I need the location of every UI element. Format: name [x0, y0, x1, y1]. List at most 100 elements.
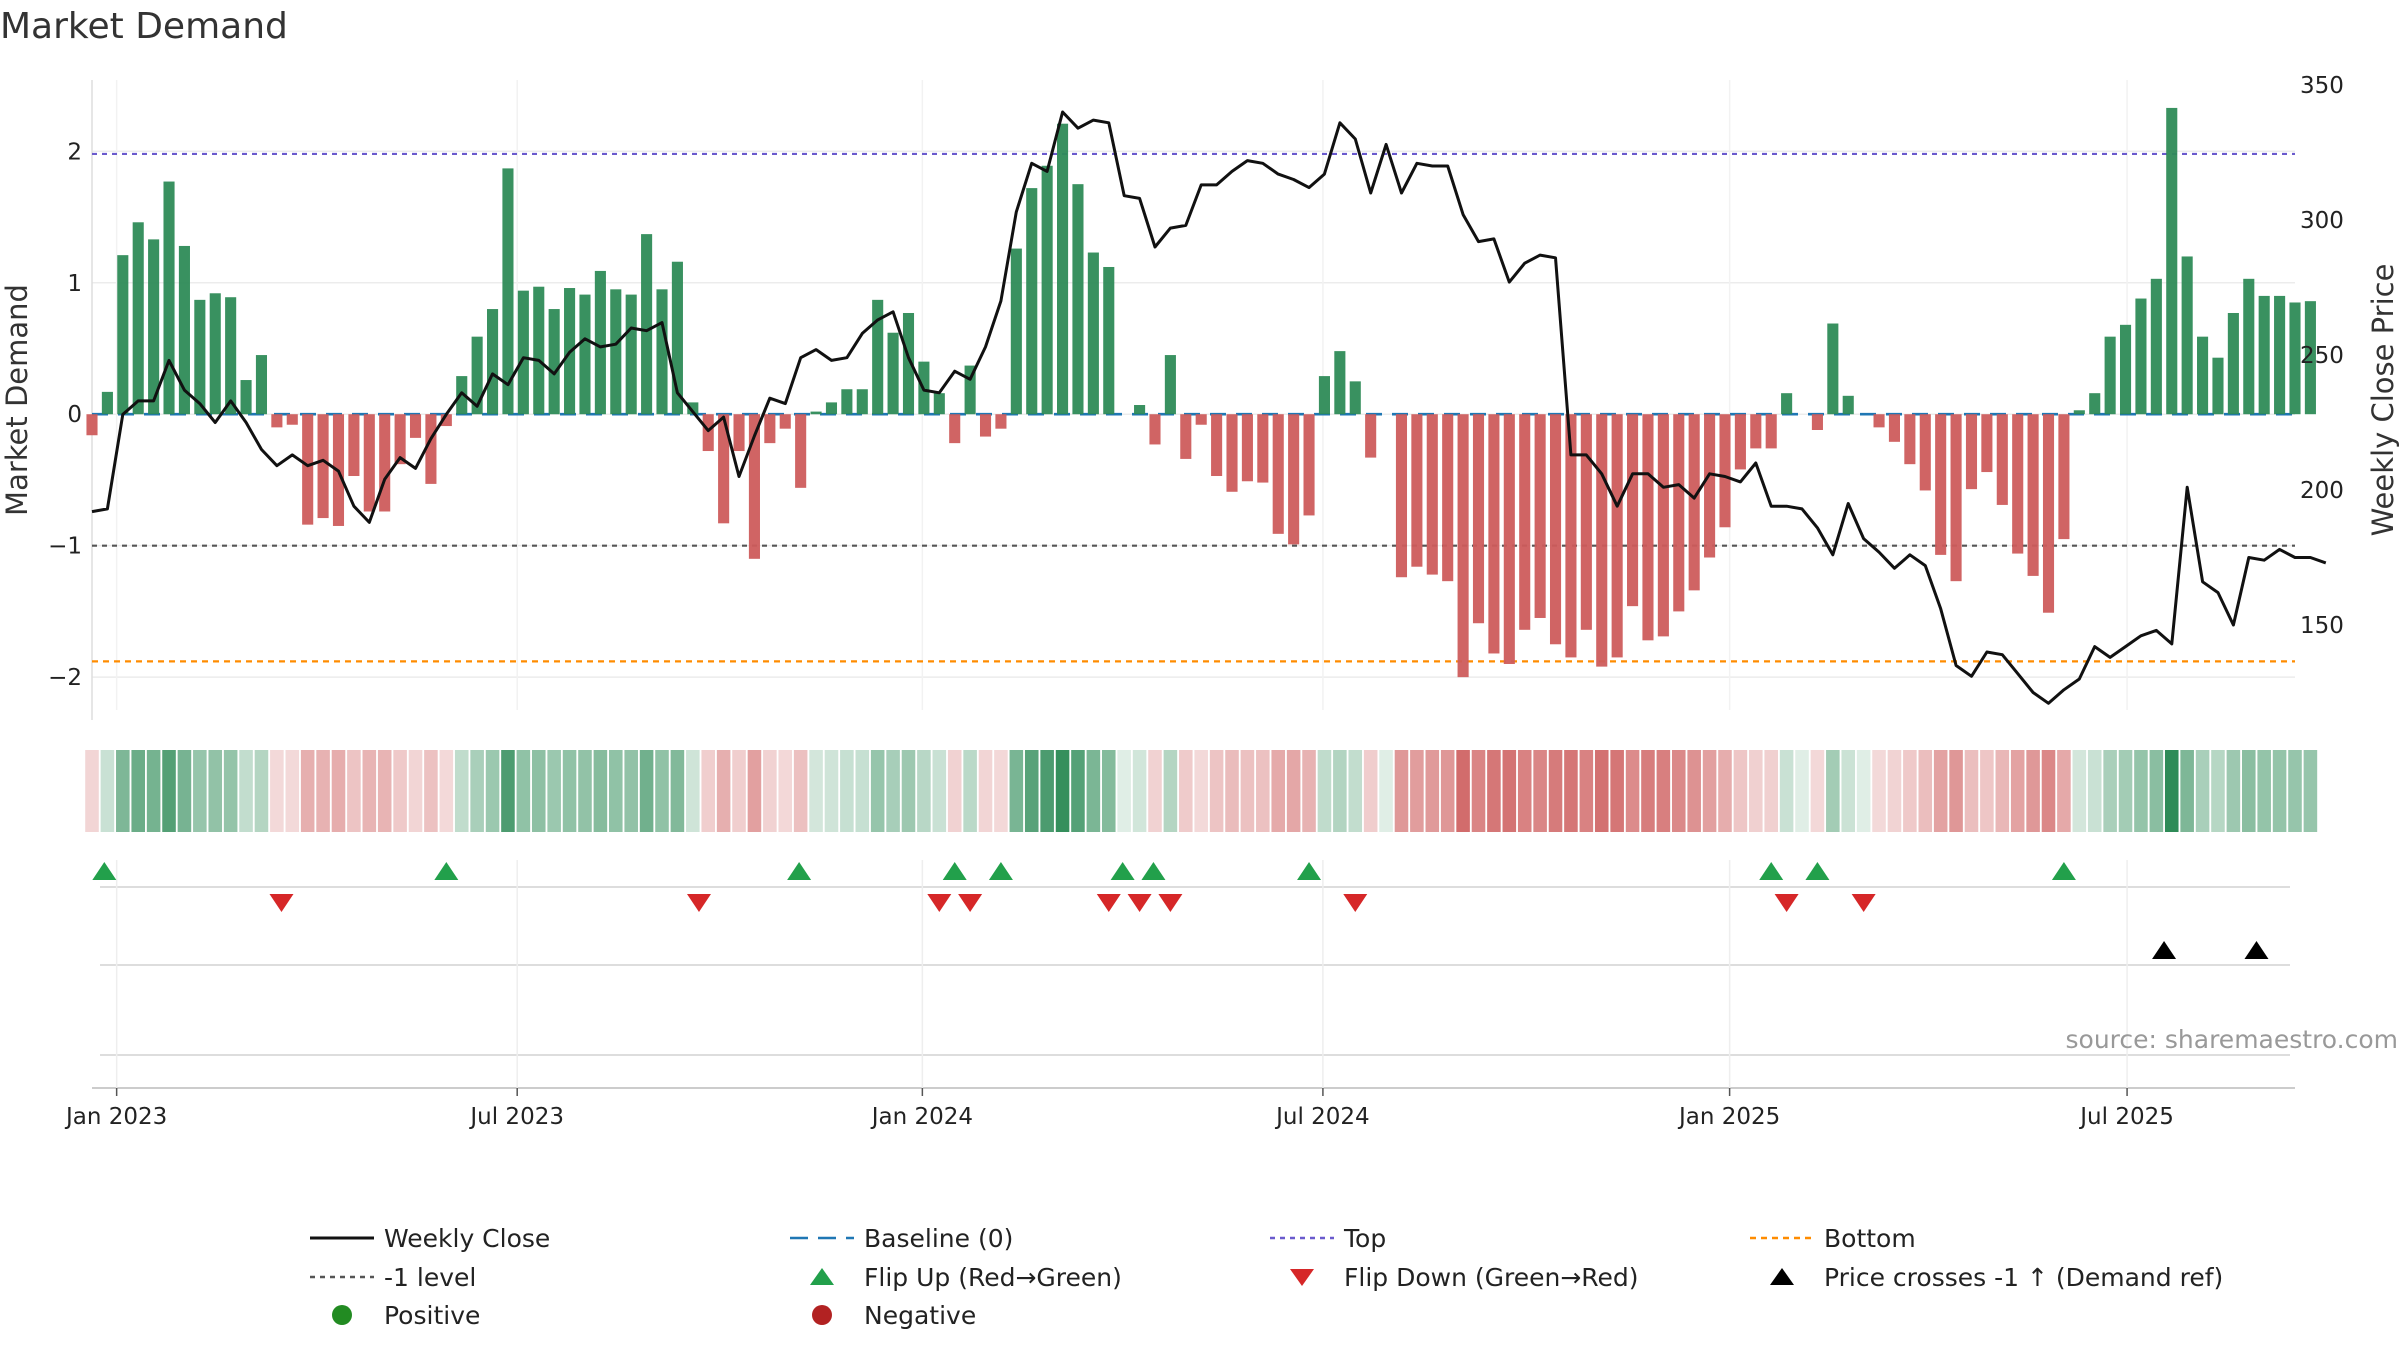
demand-bar	[1026, 188, 1038, 415]
legend-swatch	[1290, 1269, 1314, 1286]
demand-bar	[1565, 414, 1577, 658]
demand-bar	[1057, 123, 1069, 415]
demand-bar	[1519, 414, 1531, 630]
heat-cell	[1009, 750, 1024, 832]
demand-bar	[1334, 351, 1346, 415]
legend-label: Top	[1343, 1224, 1386, 1253]
heat-cell	[1194, 750, 1208, 832]
y2-tick-label: 150	[2300, 613, 2344, 639]
demand-bar	[1226, 414, 1238, 492]
demand-bar	[1041, 165, 1053, 415]
demand-bar	[117, 255, 129, 415]
flip-down-marker	[1158, 894, 1183, 912]
heat-cell	[1440, 750, 1455, 832]
flip-down-marker	[1096, 894, 1121, 912]
legend-swatch	[332, 1305, 352, 1325]
heat-cell	[1333, 750, 1347, 832]
demand-bar	[2227, 312, 2239, 415]
demand-bar	[1488, 414, 1500, 654]
demand-bar	[1888, 414, 1901, 442]
x-tick-label: Jan 2023	[64, 1104, 167, 1130]
demand-bar	[810, 411, 822, 415]
heat-cell	[1055, 750, 1070, 832]
heat-cell	[1394, 750, 1409, 832]
demand-bar	[1288, 414, 1300, 545]
demand-bar	[1149, 414, 1161, 445]
flip-down-marker	[958, 894, 983, 912]
demand-bar	[517, 290, 529, 415]
demand-bar	[163, 181, 175, 415]
heat-cell	[716, 750, 731, 832]
heat-cell	[1733, 750, 1748, 832]
demand-bar	[1827, 323, 1839, 415]
legend-item-bottom: Bottom	[1750, 1224, 1916, 1253]
y-tick-label: 2	[67, 139, 82, 165]
heat-cell	[578, 750, 592, 832]
heat-cell	[362, 750, 377, 832]
demand-bar	[1734, 414, 1746, 470]
legend-item-flip-up: Flip Up (Red→Green)	[810, 1263, 1122, 1292]
demand-bar	[2304, 301, 2316, 415]
heat-cell	[1425, 750, 1440, 832]
heat-cell	[963, 750, 977, 832]
demand-bar	[2150, 278, 2162, 415]
demand-bar	[1873, 414, 1885, 428]
heat-cell	[285, 750, 300, 832]
legend-label: Flip Down (Green→Red)	[1344, 1263, 1639, 1292]
heat-cell	[316, 750, 330, 832]
heat-cell	[1749, 750, 1763, 832]
demand-bar	[748, 414, 760, 559]
y-axis-label: Market Demand	[0, 284, 34, 516]
demand-bar	[1981, 414, 1993, 473]
demand-bar	[302, 414, 314, 525]
y-tick-label: 0	[67, 402, 82, 428]
legend-item-top: Top	[1270, 1224, 1386, 1253]
heat-cell	[547, 750, 561, 832]
heat-cell	[162, 750, 176, 832]
heat-cell	[1625, 750, 1640, 832]
demand-bar	[2089, 393, 2101, 415]
demand-bar	[148, 239, 160, 415]
flip-down-marker	[1343, 894, 1368, 912]
heat-cell	[778, 750, 793, 832]
demand-bar	[1395, 414, 1408, 578]
demand-bar	[132, 222, 144, 415]
demand-bar	[1657, 414, 1669, 637]
flip-down-marker	[269, 894, 294, 912]
heat-cell	[947, 750, 962, 832]
demand-bar	[1303, 414, 1315, 516]
heat-cell	[1271, 750, 1286, 832]
gridlines	[91, 80, 2295, 720]
demand-bar	[1257, 414, 1269, 483]
y2-axis-label: Weekly Close Price	[2366, 264, 2400, 537]
demand-bar	[348, 414, 360, 477]
heat-cell	[655, 750, 669, 832]
heat-cell	[1933, 750, 1948, 832]
heat-cell	[2103, 750, 2117, 832]
heat-cell	[2072, 750, 2087, 832]
demand-bar	[502, 168, 514, 415]
heat-cell	[1903, 750, 1917, 832]
demand-bar	[286, 414, 298, 425]
demand-bar	[1580, 414, 1592, 630]
demand-bar	[1195, 414, 1207, 425]
heat-cell	[1379, 750, 1393, 832]
y-tick-label: 1	[67, 271, 82, 297]
heat-cell	[2195, 750, 2210, 832]
heat-cell	[593, 750, 608, 832]
demand-bar	[2058, 414, 2070, 540]
demand-bar	[2289, 302, 2301, 415]
heat-cell	[978, 750, 993, 832]
demand-bar	[2274, 295, 2286, 415]
heat-cell	[1641, 750, 1655, 832]
demand-bar	[394, 414, 406, 465]
demand-bar	[1534, 414, 1546, 618]
heat-cell	[1363, 750, 1378, 832]
demand-bar	[2135, 298, 2147, 415]
demand-bar	[486, 309, 499, 415]
heat-cell	[439, 750, 454, 832]
demand-bar	[1765, 414, 1777, 449]
heat-cell	[408, 750, 423, 832]
demand-heat-strip	[85, 750, 2318, 832]
heat-cell	[932, 750, 947, 832]
